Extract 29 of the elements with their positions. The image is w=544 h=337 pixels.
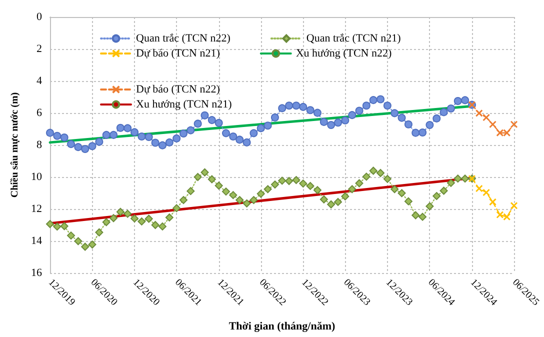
point: [510, 202, 518, 210]
point: [510, 120, 518, 128]
y-tick-label: 0: [36, 11, 42, 23]
y-tick-label: 2: [36, 43, 42, 55]
y-tick-label: 16: [31, 267, 42, 279]
y-tick-label: 8: [36, 139, 42, 151]
point: [482, 114, 490, 122]
y-tick-label: 10: [31, 171, 42, 183]
point: [489, 198, 496, 206]
y-tick-label: 6: [36, 107, 42, 119]
point: [496, 129, 504, 137]
point: [482, 188, 490, 196]
y-tick-label: 12: [31, 203, 42, 215]
point: [475, 184, 483, 192]
y-tick-label: 4: [36, 75, 42, 87]
y-tick-label: 14: [31, 235, 42, 247]
legend-label: Dự báo (TCN n22): [136, 84, 220, 96]
x-axis-title: Thời gian (tháng/năm): [228, 320, 336, 332]
legend-label: Quan trắc (TCN n21): [306, 32, 402, 44]
legend-label: Quan trắc (TCN n22): [136, 32, 231, 44]
legend-label: Xu hướng (TCN n21): [136, 98, 232, 110]
point: [503, 129, 511, 137]
legend-label: Dự báo (TCN n21): [136, 48, 220, 60]
point: [475, 109, 483, 117]
point: [489, 120, 496, 128]
point: [496, 211, 504, 219]
y-axis-title: Chiều sâu mực nước (m): [10, 92, 20, 198]
point: [503, 213, 511, 221]
legend-label: Xu hướng (TCN n22): [296, 48, 392, 60]
